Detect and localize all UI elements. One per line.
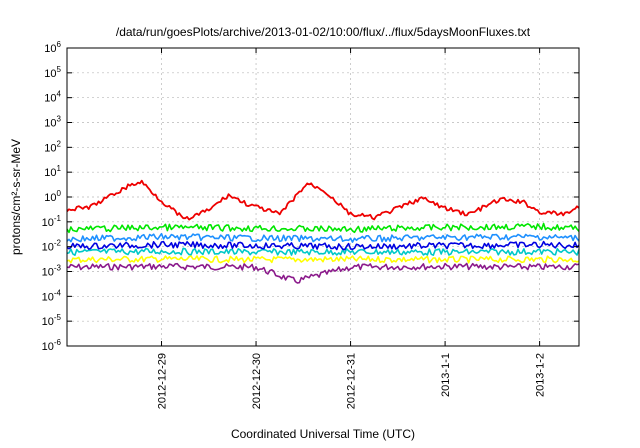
y-tick-label: 10-2 bbox=[42, 239, 62, 254]
y-tick-label: 104 bbox=[44, 90, 61, 105]
chart-title: /data/run/goesPlots/archive/2013-01-02/1… bbox=[116, 25, 531, 39]
x-tick-label: 2012-12-30 bbox=[251, 353, 263, 409]
x-tick-label: 2013-1-1 bbox=[440, 353, 452, 397]
x-axis-label: Coordinated Universal Time (UTC) bbox=[231, 427, 415, 441]
x-tick-label: 2013-1-2 bbox=[535, 353, 547, 397]
y-tick-label: 10-6 bbox=[42, 338, 62, 353]
y-tick-label: 106 bbox=[44, 40, 61, 55]
series-line bbox=[66, 222, 580, 234]
y-tick-label: 10-4 bbox=[42, 288, 62, 303]
y-axis-label: protons/cm²-s-sr-MeV bbox=[9, 139, 23, 255]
series-line bbox=[66, 255, 580, 264]
series-line bbox=[66, 240, 580, 251]
y-tick-label: 101 bbox=[44, 164, 61, 179]
y-tick-label: 103 bbox=[44, 115, 61, 130]
y-tick-label: 10-1 bbox=[42, 214, 62, 229]
x-axis-ticks: 2012-12-29 2012-12-30 2012-12-31 2013-1-1 20… bbox=[157, 48, 547, 409]
grid bbox=[67, 48, 579, 346]
series-line bbox=[66, 262, 580, 284]
y-tick-label: 105 bbox=[44, 65, 61, 80]
y-axis-ticks: 10-6 10-5 10-4 10-3 10-2 10-1 100 101 102 103 104 1… bbox=[42, 40, 579, 353]
y-tick-label: 100 bbox=[44, 189, 61, 204]
y-tick-label: 10-5 bbox=[42, 313, 62, 328]
series-line bbox=[66, 179, 580, 221]
data-series bbox=[66, 179, 580, 284]
x-tick-label: 2012-12-31 bbox=[346, 353, 358, 409]
y-tick-label: 10-3 bbox=[42, 264, 62, 279]
x-tick-label: 2012-12-29 bbox=[157, 353, 169, 409]
series-line bbox=[66, 232, 580, 243]
y-tick-label: 102 bbox=[44, 139, 61, 154]
series-line bbox=[66, 247, 580, 256]
